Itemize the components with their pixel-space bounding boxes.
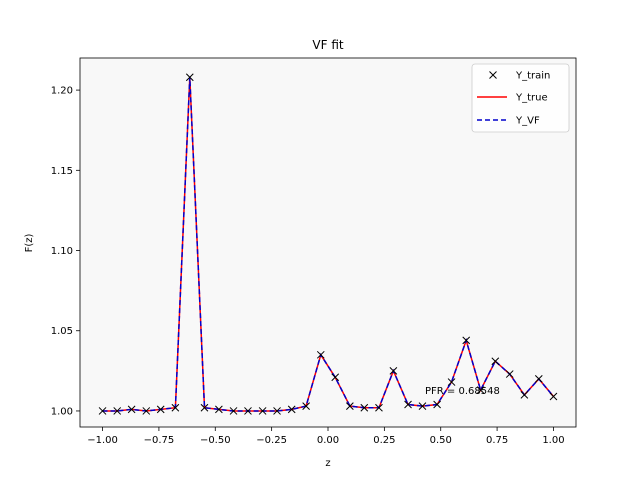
y-train-marker [98,407,107,415]
plot-frame [79,57,577,428]
y-tick-label: 1.05 [51,326,73,337]
y-train-marker [244,407,252,415]
y-train-marker [404,400,412,409]
y-train-marker [273,407,281,415]
x-tick-label: 0.25 [373,435,395,446]
y-axis-label: F(z) [24,234,35,253]
y-train-marker [156,405,165,414]
legend-label: Y_true [515,93,548,104]
legend-box [471,63,570,133]
y-train-marker [229,407,238,415]
legend-label: Y_VF [515,116,540,127]
series-y-vf-line [102,77,555,412]
x-tick-label: 0.00 [317,435,339,446]
pfr-annotation: PFR = 0.68548 [425,386,500,397]
chart-title: VF fit [312,38,343,52]
y-train-marker [316,350,325,359]
x-axis-label: z [325,458,330,469]
y-train-marker [534,375,543,383]
legend-item: Y_true [477,93,548,104]
y-axis-ticks: 1.00 1.05 1.10 1.15 1.20 [51,86,80,417]
x-tick-label: 1.00 [542,435,564,446]
y-train-marker [287,405,296,414]
y-train-marker [171,403,180,412]
legend-label: Y_train [515,71,550,82]
legend: Y_train Y_true Y_VF [471,63,570,133]
x-tick-label: 0.75 [486,435,508,446]
y-train-marker [549,392,558,401]
y-train-marker [476,386,485,394]
legend-item: Y_VF [477,116,540,127]
y-train-marker [520,391,529,399]
x-tick-label: −0.50 [200,435,231,446]
y-train-marker [258,407,267,415]
series-y-train-markers [98,73,558,415]
x-tick-label: −0.75 [144,435,175,446]
y-train-marker [418,402,427,410]
x-axis-ticks: −1.00 −0.75 −0.50 −0.25 0.00 0.25 0.50 0.75 1.00 [87,427,565,446]
y-train-marker [127,405,136,414]
y-train-marker [375,403,383,412]
y-train-marker [462,336,471,345]
y-train-marker [389,366,398,375]
y-train-marker [331,373,340,382]
y-train-marker [302,402,310,410]
y-train-marker [447,378,456,386]
legend-item: Y_train [489,71,550,82]
y-tick-label: 1.15 [51,166,73,177]
y-tick-label: 1.20 [51,86,73,97]
y-train-marker [505,370,514,378]
y-train-marker [200,403,209,412]
y-train-marker [433,400,441,409]
y-train-marker [491,357,500,366]
x-tick-label: 0.50 [430,435,452,446]
y-train-marker [142,407,151,415]
y-train-marker [360,403,369,412]
y-train-marker [215,405,223,414]
y-tick-label: 1.10 [51,246,73,257]
x-tick-label: −0.25 [256,435,287,446]
y-tick-label: 1.00 [51,406,73,417]
y-train-marker [346,402,354,410]
x-tick-label: −1.00 [87,435,118,446]
y-train-marker [185,73,194,82]
y-train-marker [113,407,122,415]
